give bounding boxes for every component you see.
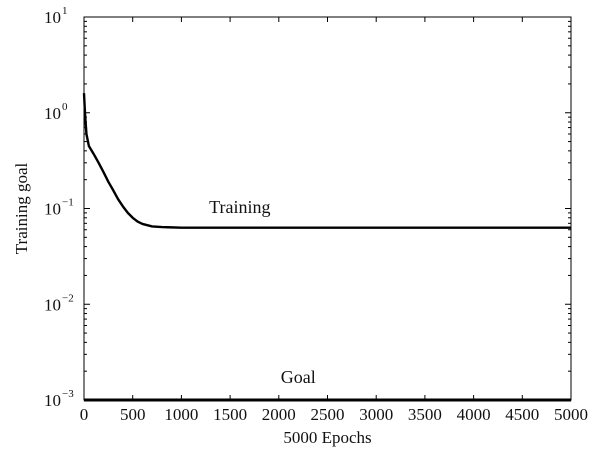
y-tick-base: 10 (44, 8, 61, 27)
y-tick-exponent: 0 (62, 101, 68, 113)
x-tick-label: 500 (120, 405, 146, 424)
annotation-training: Training (209, 197, 270, 217)
y-tick-base: 10 (44, 391, 61, 410)
y-tick-label: 10 −1 (44, 197, 74, 219)
x-tick-label: 0 (80, 405, 89, 424)
plot-frame (83, 16, 572, 401)
series-lines (82, 93, 571, 402)
x-tick-label: 4000 (457, 405, 491, 424)
annotations: Training Goal (209, 197, 316, 387)
y-axis-label: Training goal (12, 162, 31, 254)
y-tick-base: 10 (44, 200, 61, 219)
y-tick-base: 10 (44, 295, 61, 314)
tick-marks (83, 16, 572, 401)
y-tick-label: 10 −2 (44, 292, 74, 314)
x-tick-label: 4500 (505, 405, 539, 424)
y-tick-label: 10 −3 (44, 388, 74, 410)
x-tick-label: 5000 (554, 405, 588, 424)
y-tick-exponent: −2 (62, 292, 74, 304)
series-line-training (82, 93, 571, 229)
x-axis-label: 5000 Epochs (283, 428, 371, 447)
x-tick-label: 2500 (311, 405, 345, 424)
x-tick-label: 1000 (164, 405, 198, 424)
y-tick-exponent: 1 (62, 5, 68, 17)
x-tick-label: 3500 (408, 405, 442, 424)
x-tick-label: 3000 (359, 405, 393, 424)
x-tick-label: 2000 (262, 405, 296, 424)
x-tick-label: 1500 (213, 405, 247, 424)
y-tick-label: 10 0 (44, 101, 68, 123)
y-tick-exponent: −1 (62, 197, 74, 209)
x-tick-labels: 0 500 1000 1500 2000 2500 3000 3500 4000 4500 5000 (80, 405, 588, 424)
y-tick-base: 10 (44, 104, 61, 123)
annotation-goal: Goal (281, 367, 316, 387)
y-tick-exponent: −3 (62, 388, 74, 400)
y-tick-label: 10 1 (44, 5, 68, 27)
